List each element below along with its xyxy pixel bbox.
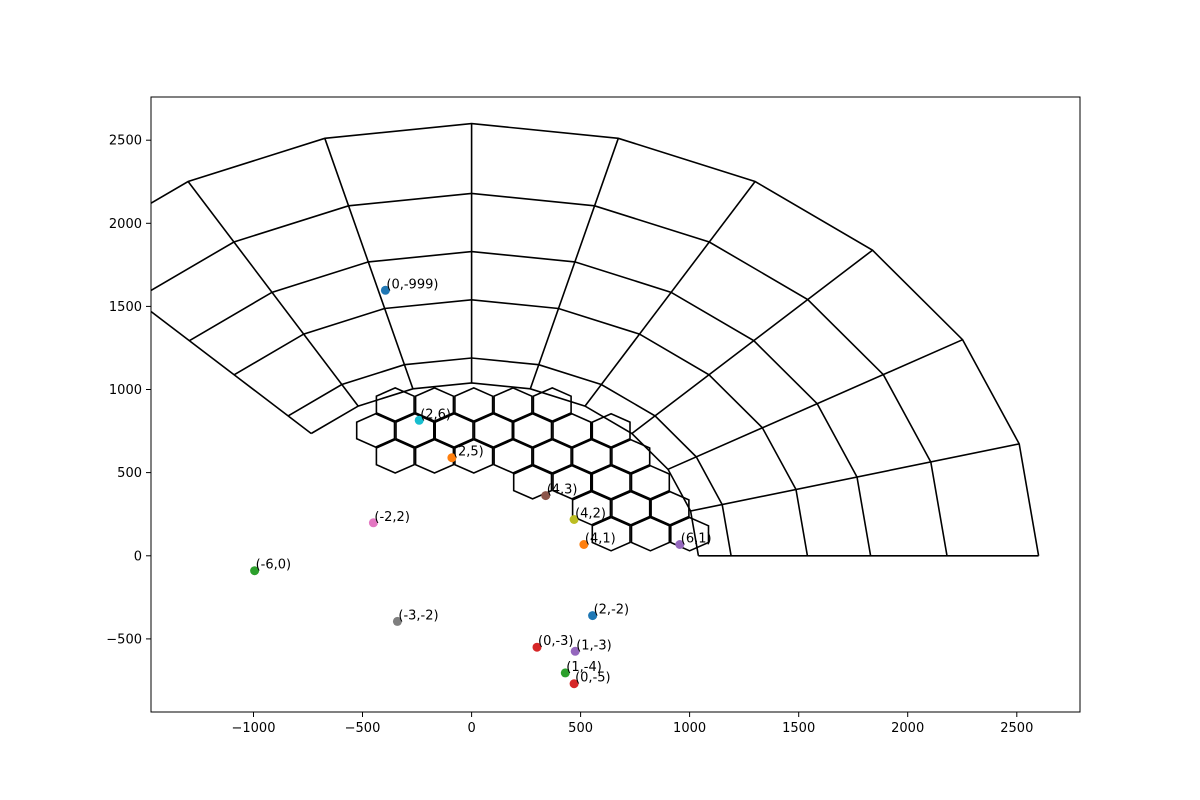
hex-cell-18 xyxy=(611,438,651,474)
point-label-3: (4,3) xyxy=(547,483,578,498)
x-tick-label-7: 2500 xyxy=(1000,721,1033,736)
polar-spoke-9 xyxy=(151,310,312,435)
hex-cell-19 xyxy=(512,464,553,500)
x-tick-label-4: 1000 xyxy=(673,721,706,736)
x-axis: −1000 −500 0 500 1000 1500 2000 2500 xyxy=(232,712,1033,736)
hex-cell-28 xyxy=(669,516,710,552)
polar-spoke-7 xyxy=(324,138,414,390)
data-point-5 xyxy=(579,540,589,549)
hex-cell-0 xyxy=(375,387,415,422)
data-point-14 xyxy=(569,679,579,689)
data-point-1 xyxy=(414,415,424,425)
mesh-layer xyxy=(151,122,1040,557)
y-tick-label-0: −500 xyxy=(106,632,142,647)
polar-spoke-8 xyxy=(187,181,359,407)
x-tick-label-6: 2000 xyxy=(891,721,924,736)
point-label-12: (1,-3) xyxy=(576,638,612,653)
hex-cell-15 xyxy=(493,438,533,474)
point-label-7: (-2,2) xyxy=(374,510,410,525)
hex-cell-8 xyxy=(473,412,514,448)
polar-spoke-1 xyxy=(690,443,1020,512)
y-tick-label-4: 1500 xyxy=(109,300,142,315)
polar-spoke-5 xyxy=(529,138,620,390)
hex-cell-12 xyxy=(375,438,415,474)
hex-cell-26 xyxy=(591,516,631,552)
point-label-6: (6,1) xyxy=(681,532,712,547)
x-tick-label-3: 500 xyxy=(568,721,593,736)
polar-arc-2 xyxy=(233,298,809,556)
plot-frame xyxy=(150,96,1081,713)
data-point-6 xyxy=(675,540,685,549)
polar-arc-0 xyxy=(310,382,700,556)
hex-cell-16 xyxy=(532,438,572,474)
hex-cell-11 xyxy=(591,412,631,448)
hex-cell-25 xyxy=(650,490,690,526)
x-tick-label-5: 1500 xyxy=(782,721,815,736)
hex-cell-9 xyxy=(512,412,553,448)
data-point-2 xyxy=(447,453,457,463)
y-tick-label-2: 500 xyxy=(117,466,142,481)
hex-cell-14 xyxy=(454,438,494,474)
y-tick-label-6: 2500 xyxy=(109,134,142,149)
point-label-11: (0,-3) xyxy=(538,634,574,649)
points-layer: (0,-999) (2,6) (2,5) (4,3) (4,2) (4,1) (6,1) (-… xyxy=(250,277,712,689)
hex-cell-10 xyxy=(552,412,592,448)
point-label-10: (2,-2) xyxy=(594,603,630,618)
polar-spoke-3 xyxy=(631,249,873,435)
polar-arc-3 xyxy=(188,250,872,556)
polar-spoke-2 xyxy=(667,338,963,471)
y-axis: −500 0 500 1000 1500 2000 2500 xyxy=(106,134,151,647)
hex-cell-2 xyxy=(454,387,494,422)
y-tick-label-3: 1000 xyxy=(109,383,142,398)
point-label-1: (2,6) xyxy=(420,407,451,422)
data-point-11 xyxy=(532,642,542,652)
hex-cell-5 xyxy=(355,412,396,448)
hex-cell-13 xyxy=(414,438,455,474)
hex-cell-4 xyxy=(532,387,572,422)
data-point-4 xyxy=(569,515,579,524)
data-point-9 xyxy=(392,616,402,626)
point-label-0: (0,-999) xyxy=(386,277,438,292)
data-point-8 xyxy=(250,566,260,576)
point-label-2: (2,5) xyxy=(453,445,484,460)
hex-cell-20 xyxy=(552,464,592,500)
x-tick-label-0: −1000 xyxy=(232,721,276,736)
point-label-5: (4,1) xyxy=(585,532,616,547)
hex-cell-22 xyxy=(630,464,671,500)
data-point-13 xyxy=(560,668,570,678)
hex-cell-1 xyxy=(414,387,455,422)
hex-cell-7 xyxy=(434,412,474,448)
hex-cell-27 xyxy=(630,516,671,552)
data-point-10 xyxy=(588,611,598,621)
hex-cell-21 xyxy=(591,464,631,500)
hex-cell-3 xyxy=(493,387,533,422)
hex-cell-24 xyxy=(611,490,651,526)
data-point-3 xyxy=(541,491,551,501)
point-label-14: (0,-5) xyxy=(575,671,611,686)
y-tick-label-5: 2000 xyxy=(109,217,142,232)
hex-cell-6 xyxy=(395,412,435,448)
point-label-8: (-6,0) xyxy=(256,558,292,573)
hex-cell-17 xyxy=(571,438,612,474)
data-point-12 xyxy=(570,646,580,656)
point-label-9: (-3,-2) xyxy=(398,608,438,623)
x-tick-label-2: 0 xyxy=(467,721,475,736)
point-label-13: (1,-4) xyxy=(566,660,602,675)
polar-arc-4 xyxy=(151,192,948,556)
data-point-7 xyxy=(368,518,378,528)
data-point-0 xyxy=(380,285,390,295)
x-tick-label-1: −500 xyxy=(345,721,381,736)
polar-arc-1 xyxy=(287,357,732,556)
polar-arc-5 xyxy=(151,122,1040,556)
point-label-4: (4,2) xyxy=(575,507,606,522)
y-tick-label-1: 0 xyxy=(134,549,142,564)
polar-spoke-4 xyxy=(584,181,756,407)
